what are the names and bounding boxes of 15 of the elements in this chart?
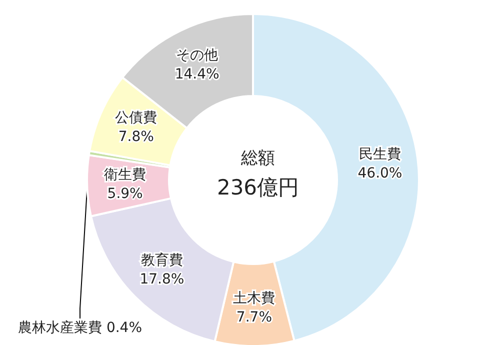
slice-label: 農林水産業費 0.4%: [18, 320, 142, 336]
data-label: 7.8%: [118, 129, 154, 146]
slice-label: 衛生費: [104, 166, 146, 183]
data-label: 5.9%: [107, 186, 143, 202]
data-label: 46.0%: [358, 165, 402, 182]
data-label: 7.7%: [236, 309, 272, 326]
data-label: 17.8%: [140, 271, 184, 288]
slice-label: 教育費: [140, 251, 183, 268]
data-label: 14.4%: [174, 66, 220, 82]
slice-label: その他: [176, 47, 218, 64]
slice-label: 公債費: [115, 110, 158, 126]
text: 236億円: [216, 176, 300, 200]
text: 総額: [240, 148, 275, 168]
slice-label: 民生費: [358, 146, 401, 162]
slice-label: 土木費: [233, 290, 276, 306]
